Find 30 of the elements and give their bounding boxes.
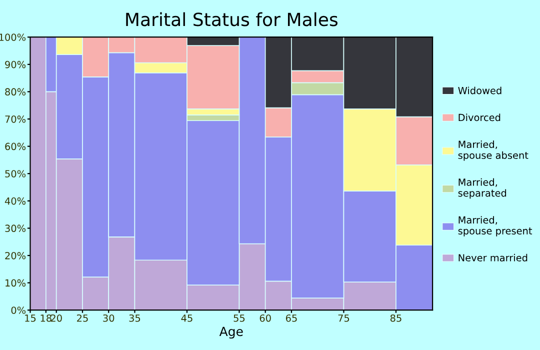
legend-label: Divorced [458, 114, 500, 122]
x-tick-label: 25 [77, 314, 88, 322]
x-tick-label: 35 [129, 314, 140, 322]
y-tick-label: 70% [5, 115, 26, 123]
x-tick-label: 55 [234, 314, 245, 322]
y-tick-label: 50% [5, 170, 26, 178]
y-tick-label: 30% [5, 224, 26, 232]
legend-label: Married, spouse present [458, 216, 532, 236]
x-tick-label: 15 [25, 314, 36, 322]
y-tick-label: 60% [5, 142, 26, 150]
x-tick-label: 65 [286, 314, 297, 322]
legend-label: Married, spouse absent [458, 140, 528, 161]
y-tick-label: 90% [5, 60, 26, 68]
x-tick-label: 45 [181, 314, 192, 322]
y-tick-label: 80% [5, 88, 26, 96]
x-tick-label: 75 [338, 314, 350, 322]
x-axis-title: Age [219, 326, 243, 339]
legend-label: Never married [458, 254, 528, 262]
x-tick-label: 20 [50, 314, 62, 322]
x-tick-label: 85 [390, 314, 402, 322]
chart-title: Marital Status for Males [126, 12, 338, 26]
x-tick-label: 18 [40, 314, 52, 322]
y-tick-label: 0% [11, 306, 26, 314]
y-tick-label: 10% [6, 279, 26, 287]
y-tick-label: 20% [5, 252, 26, 260]
x-tick-label: 30 [103, 314, 114, 322]
x-tick-label: 60 [260, 314, 271, 322]
legend-label: Widowed [458, 86, 502, 94]
legend-label: Married, separated [458, 178, 506, 199]
y-tick-label: 40% [4, 197, 26, 205]
